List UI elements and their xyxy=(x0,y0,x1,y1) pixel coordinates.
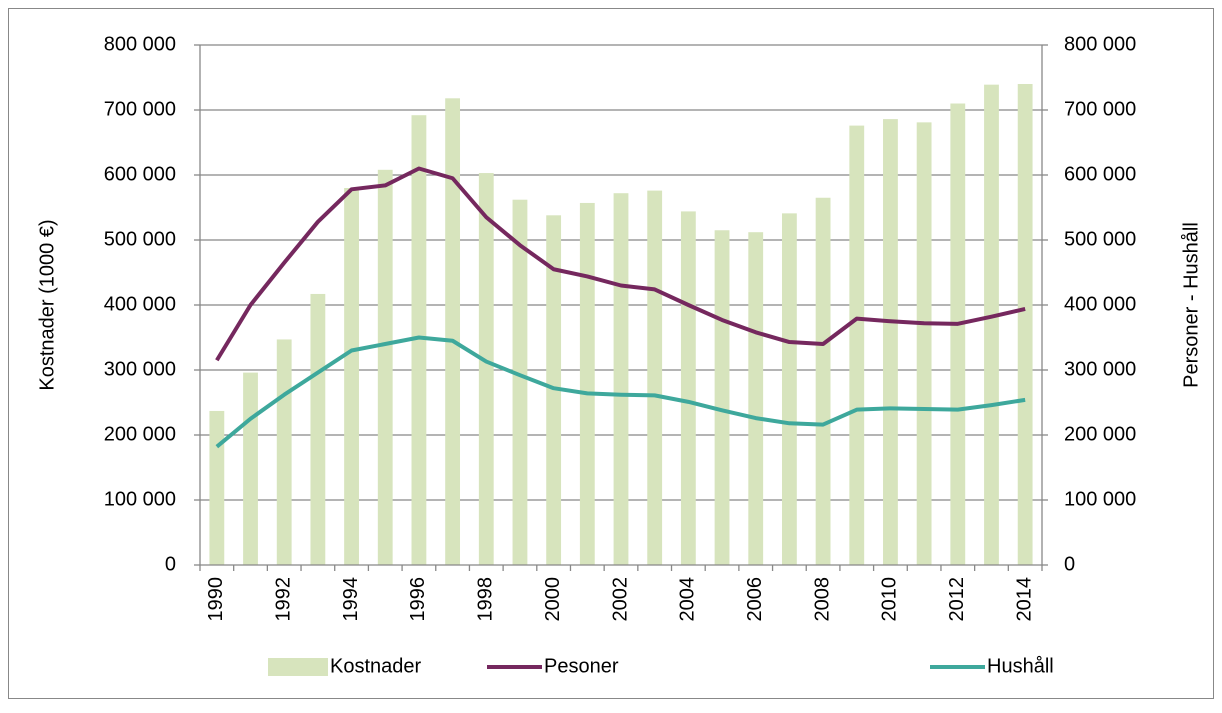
bar xyxy=(411,115,427,565)
y2-tick-label: 100 000 xyxy=(1064,488,1136,510)
bar xyxy=(478,173,494,566)
bar xyxy=(680,211,696,565)
x-tick-label: 1998 xyxy=(475,577,497,622)
bar xyxy=(445,98,461,566)
y2-tick-label: 800 000 xyxy=(1064,33,1136,55)
x-tick-label: 1994 xyxy=(340,577,362,622)
y2-tick-label: 0 xyxy=(1064,553,1075,575)
x-tick-label: 2000 xyxy=(542,577,564,622)
bar xyxy=(1017,84,1033,565)
x-tick-label: 2012 xyxy=(946,577,968,622)
bar xyxy=(714,230,730,565)
y-tick-label: 700 000 xyxy=(104,98,176,120)
bar xyxy=(950,103,966,565)
x-tick-label: 2006 xyxy=(744,577,766,622)
bar xyxy=(512,199,528,565)
y-axis-title: Kostnader (1000 €) xyxy=(36,219,58,390)
x-tick-label: 2002 xyxy=(609,577,631,622)
y2-tick-label: 400 000 xyxy=(1064,293,1136,315)
legend-label: Pesoner xyxy=(544,655,619,677)
bar xyxy=(310,293,326,565)
bar xyxy=(344,188,359,565)
bar xyxy=(276,339,292,565)
bar xyxy=(243,372,258,565)
line xyxy=(215,166,1026,362)
x-tick-label: 1996 xyxy=(407,577,429,622)
x-tick-label: 2008 xyxy=(811,577,833,622)
bar xyxy=(748,232,764,565)
x-tick-label: 1990 xyxy=(205,577,227,622)
x-tick-label: 2004 xyxy=(677,577,699,622)
line xyxy=(215,335,1026,449)
y2-tick-label: 500 000 xyxy=(1064,228,1136,250)
bar xyxy=(883,119,898,565)
bar xyxy=(209,410,225,565)
bar xyxy=(647,190,663,565)
legend-label: Kostnader xyxy=(330,655,422,677)
legend-swatch xyxy=(268,658,328,676)
y-tick-label: 400 000 xyxy=(104,293,176,315)
x-tick-label: 2010 xyxy=(879,577,901,622)
legend-label: Hushåll xyxy=(987,655,1054,677)
x-tick-label: 1992 xyxy=(272,577,294,622)
y-tick-label: 100 000 xyxy=(104,488,176,510)
y-tick-label: 0 xyxy=(165,553,176,575)
y2-tick-label: 300 000 xyxy=(1064,358,1136,380)
chart-border xyxy=(8,8,1214,699)
x-tick-label: 2014 xyxy=(1013,577,1035,622)
y2-tick-label: 700 000 xyxy=(1064,98,1136,120)
bar xyxy=(613,193,629,565)
y2-tick-label: 200 000 xyxy=(1064,423,1136,445)
bar xyxy=(849,125,865,565)
y-tick-label: 500 000 xyxy=(104,228,176,250)
bar xyxy=(377,169,393,566)
y-tick-label: 300 000 xyxy=(104,358,176,380)
bar xyxy=(984,84,999,566)
bar xyxy=(916,122,932,565)
bar xyxy=(815,197,831,565)
y-tick-label: 200 000 xyxy=(104,423,176,445)
y2-axis-title: Personer - Hushåll xyxy=(1180,222,1202,388)
y-tick-label: 800 000 xyxy=(104,33,176,55)
bar xyxy=(781,213,797,565)
y2-tick-label: 600 000 xyxy=(1064,163,1136,185)
bar xyxy=(579,202,595,565)
y-tick-label: 600 000 xyxy=(104,163,176,185)
